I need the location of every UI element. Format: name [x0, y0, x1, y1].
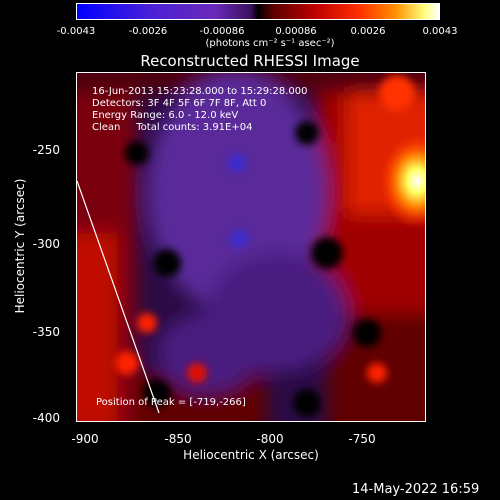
y-tick-label: -250: [32, 143, 60, 157]
y-axis-label: Heliocentric Y (arcsec): [13, 178, 27, 314]
colorbar-tick: 0.0043: [422, 26, 458, 37]
x-tick-label: -800: [256, 432, 284, 446]
image-title: Reconstructed RHESSI Image: [140, 52, 360, 70]
image-plot: [76, 72, 426, 422]
colorbar-tick: 0.0026: [350, 26, 386, 37]
colorbar-tick: 0.00086: [275, 26, 317, 37]
colorbar-tick: -0.0043: [56, 26, 96, 37]
heatmap-image: [77, 73, 425, 421]
peak-source: [379, 133, 425, 229]
colorbar: [76, 3, 440, 20]
clean-counts-text: Clean Total counts: 3.91E+04: [92, 122, 253, 133]
solar-limb-line: [77, 180, 160, 414]
detectors-text: Detectors: 3F 4F 5F 6F 7F 8F, Att 0: [92, 98, 267, 109]
footer-date: 14-May-2022 16:59: [352, 482, 480, 497]
time-range-text: 16-Jun-2013 15:23:28.000 to 15:29:28.000: [92, 86, 308, 97]
colorbar-tick: -0.0026: [128, 26, 168, 37]
y-tick-label: -400: [32, 411, 60, 425]
x-tick-label: -750: [348, 432, 376, 446]
x-axis-label: Heliocentric X (arcsec): [183, 448, 319, 462]
x-tick-label: -900: [71, 432, 99, 446]
colorbar-tick: -0.00086: [199, 26, 245, 37]
energy-range-text: Energy Range: 6.0 - 12.0 keV: [92, 110, 239, 121]
x-tick-label: -850: [164, 432, 192, 446]
y-tick-label: -300: [32, 237, 60, 251]
y-tick-label: -350: [32, 325, 60, 339]
peak-position-text: Position of Peak = [-719,-266]: [96, 397, 246, 408]
colorbar-unit: (photons cm⁻² s⁻¹ asec⁻²): [205, 38, 335, 49]
